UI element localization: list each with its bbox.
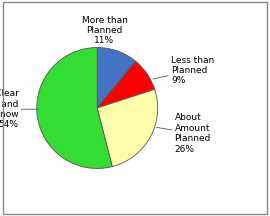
Text: About
Amount
Planned
26%: About Amount Planned 26% [157, 113, 211, 154]
Text: Less than
Planned
9%: Less than Planned 9% [153, 56, 214, 85]
Wedge shape [37, 48, 112, 168]
Wedge shape [97, 48, 136, 108]
Text: No Clear
Idea and
Don't Know
54%: No Clear Idea and Don't Know 54% [0, 89, 38, 129]
Text: More than
Planned
11%: More than Planned 11% [82, 16, 127, 49]
Wedge shape [97, 89, 158, 167]
Wedge shape [97, 61, 155, 108]
